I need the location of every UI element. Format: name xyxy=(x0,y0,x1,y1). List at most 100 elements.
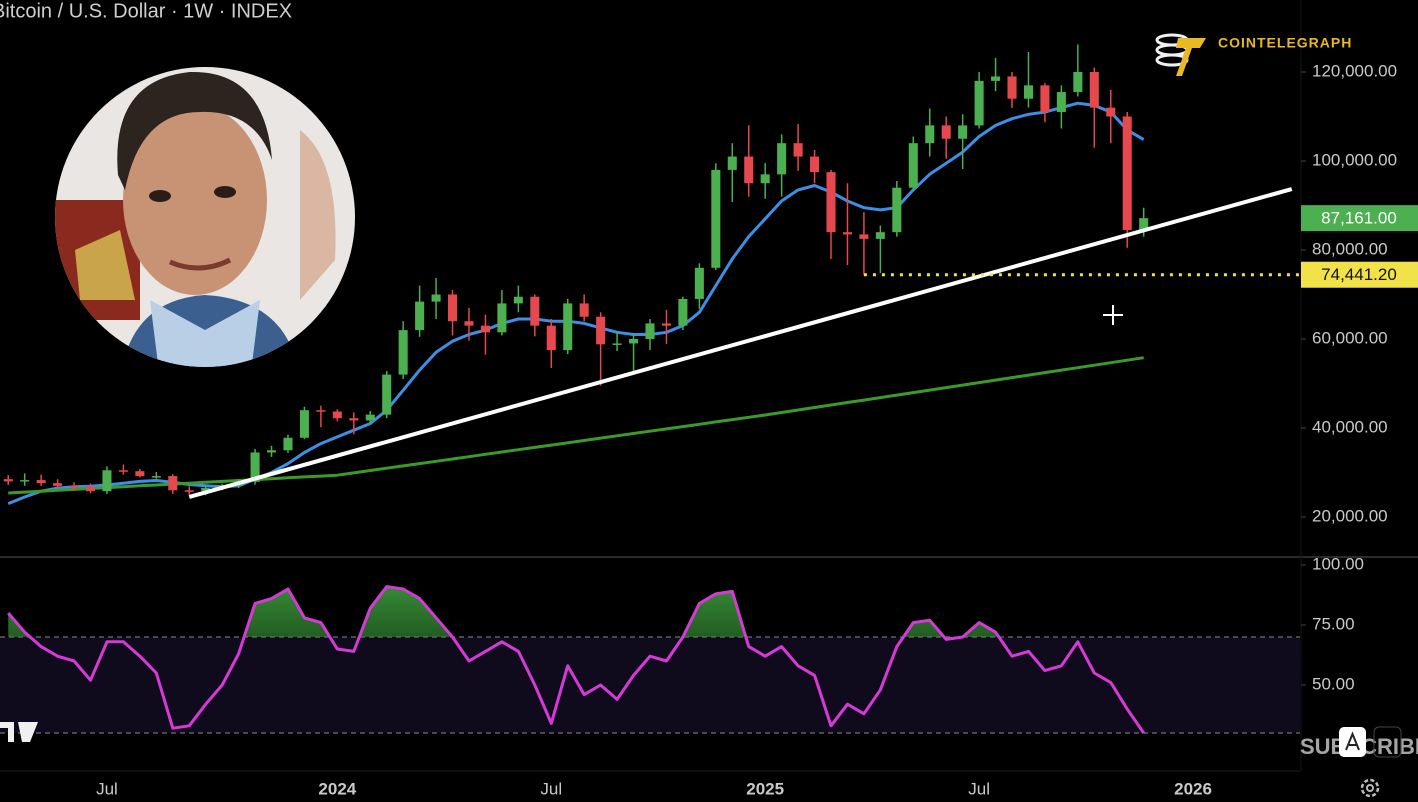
candle-body xyxy=(168,476,178,491)
y-tick-label: 20,000.00 xyxy=(1312,506,1388,525)
candle-body xyxy=(1089,72,1099,108)
candle-body xyxy=(382,374,392,415)
candle-body xyxy=(925,125,935,144)
candle-body xyxy=(20,480,30,482)
candle-body xyxy=(135,471,145,477)
trendline xyxy=(188,187,1293,499)
support-label-bg xyxy=(1301,261,1418,288)
x-tick-label: 2026 xyxy=(1174,779,1212,798)
brand-name: COINTELEGRAPH xyxy=(1218,35,1352,51)
candle-body xyxy=(661,323,671,326)
candle-body xyxy=(266,450,277,453)
candle-body xyxy=(991,76,1001,81)
candle-body xyxy=(250,452,260,482)
candle-body xyxy=(645,323,655,339)
candle-body xyxy=(579,303,589,317)
candle-body xyxy=(398,330,408,375)
candle-body xyxy=(1122,116,1132,230)
rsi-tick-label: 100.00 xyxy=(1312,554,1364,573)
candle-body xyxy=(1139,218,1149,230)
presenter-photo xyxy=(55,67,355,367)
candle-body xyxy=(744,156,754,184)
y-tick-label: 120,000.00 xyxy=(1312,61,1397,80)
candle-body xyxy=(810,156,820,173)
candle-body xyxy=(316,410,326,412)
badge xyxy=(1373,726,1402,758)
candle-body xyxy=(184,490,194,492)
candle-body xyxy=(151,476,161,478)
candle-body xyxy=(974,80,984,126)
candle-body xyxy=(365,414,375,421)
rsi-tick-label: 50.00 xyxy=(1312,674,1355,693)
candle-body xyxy=(349,418,359,421)
support-label: 74,441.20 xyxy=(1321,265,1397,284)
candle-body xyxy=(546,325,556,351)
x-tick-label: Jul xyxy=(968,779,990,798)
candle-body xyxy=(777,143,787,175)
candle-body xyxy=(1040,85,1050,113)
candle-body xyxy=(941,125,951,139)
candle-body xyxy=(596,316,606,345)
settings-button[interactable] xyxy=(1360,778,1380,798)
candle-body xyxy=(892,187,902,233)
candle-body xyxy=(678,298,688,326)
candle-body xyxy=(448,294,458,322)
candle-body xyxy=(1007,76,1017,99)
rsi-overbought-fill xyxy=(8,586,999,637)
candle-body xyxy=(201,488,211,491)
y-tick-label: 80,000.00 xyxy=(1312,239,1388,258)
candle-body xyxy=(283,437,293,451)
candle-body xyxy=(826,172,836,233)
candle-body xyxy=(760,174,770,184)
candle-body xyxy=(53,483,63,486)
x-tick-label: 2024 xyxy=(318,779,356,798)
candle-body xyxy=(727,156,737,170)
candle-body xyxy=(563,303,573,351)
y-tick-label: 40,000.00 xyxy=(1312,417,1388,436)
candle-body xyxy=(908,143,918,188)
y-tick-label: 60,000.00 xyxy=(1312,328,1388,347)
candle-body xyxy=(118,470,128,472)
x-tick-label: Jul xyxy=(540,779,562,798)
x-tick-label: Jul xyxy=(96,779,118,798)
badge-icon xyxy=(1345,731,1360,751)
candle-body xyxy=(332,411,342,419)
price-pane xyxy=(3,44,1293,505)
candle-body xyxy=(3,479,13,482)
candle-body xyxy=(513,296,523,304)
candle-body xyxy=(842,232,852,235)
candle-body xyxy=(415,301,425,331)
crosshair xyxy=(1103,305,1123,325)
candle-body xyxy=(875,232,885,239)
moving-average-line xyxy=(8,356,1144,495)
candle-body xyxy=(69,485,79,488)
candle-body xyxy=(612,343,622,345)
rsi-tick-label: 75.00 xyxy=(1312,614,1355,633)
candle-body xyxy=(793,143,803,157)
candle-body xyxy=(859,234,869,239)
platform-logo[interactable] xyxy=(0,722,38,742)
candle-body xyxy=(694,267,704,299)
candle-body xyxy=(711,169,721,268)
candle-body xyxy=(1073,72,1083,93)
candle-body xyxy=(530,296,540,326)
candle-body xyxy=(629,338,639,344)
candle-body xyxy=(85,486,96,492)
candle-body xyxy=(464,321,474,326)
candle-body xyxy=(1106,107,1116,117)
candle-body xyxy=(480,325,490,333)
rsi-line xyxy=(7,585,1145,734)
x-tick-label: 2025 xyxy=(746,779,784,798)
candle-body xyxy=(299,410,309,438)
candle-body xyxy=(431,294,441,302)
candle-body xyxy=(958,125,968,139)
candle-body xyxy=(36,480,46,484)
y-tick-label: 100,000.00 xyxy=(1312,150,1397,169)
last-price-label-bg xyxy=(1301,205,1418,232)
last-price-label: 87,161.00 xyxy=(1321,209,1397,228)
moving-average-line xyxy=(7,101,1145,505)
chart-title: Bitcoin / U.S. Dollar · 1W · INDEX xyxy=(0,0,292,22)
candle-body xyxy=(1056,92,1066,113)
